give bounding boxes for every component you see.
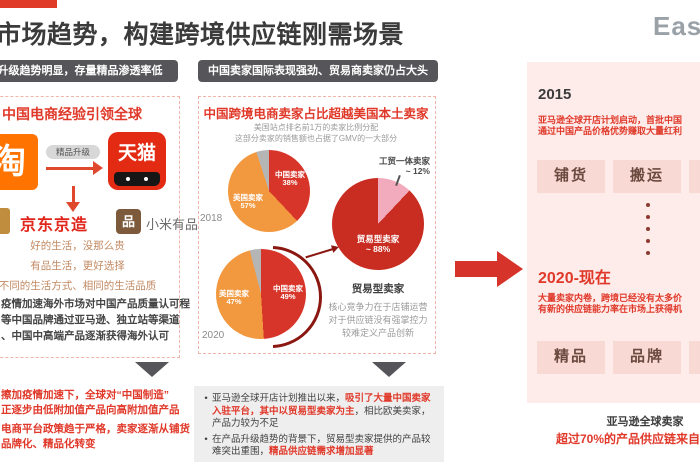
page-title: 市场趋势，构建跨境供应链刚需场景 [0,21,405,49]
pie-slice-label: 中国卖家 [275,170,305,179]
dotted-timeline-line [646,203,650,255]
col1-red-point: 擦加疫情加速下，全球对“中国制造” [1,389,169,401]
col2-banner: 中国卖家国际表现强劲、贸易商卖家仍占大头 [198,60,438,82]
pie-slice-value: 57% [240,201,256,210]
pie-outer-value: ~ 12% [405,166,430,176]
pie-slice-label: 美国卖家 [233,193,263,202]
tag-banyun: 搬运 [613,160,681,193]
timeline-para: 通过中国产品价格优势赚取大量红利 [538,126,683,136]
timeline-year-2020: 2020-现在 [538,270,611,287]
timeline-para: 大量卖家内卷，跨境已经没有太多价 [538,293,683,303]
upgrade-pill-label: 精品升级 [46,145,100,159]
col2-subtitle: 这部分卖家的销售额也占据了GMV的一大部分 [234,134,398,143]
big-arrow-head-icon [497,251,523,287]
col1-title: 中国电商经验引领全球 [2,106,142,122]
xiaomi-youpin-label: 小米有品 [146,217,199,232]
pie-2018 [228,150,310,232]
pie-slice-value: 49% [280,292,296,301]
timeline-para: 有新的供应链能力率在市场上获得机 [538,304,683,314]
tmall-logo-icon: 天猫 [108,132,166,190]
summary-bullet: • 亚马逊全球开店计划推出以来，吸引了大量中国卖家入驻平台，其中以贸易型卖家为主… [200,393,436,431]
right-arrow-head-icon [93,161,103,175]
big-arrow-icon [455,261,497,277]
timeline-footer-highlight: 超过70%的产品供应链来自 [556,432,700,446]
summary-bullet-text: 亚马逊全球开店计划推出以来，吸引了大量中国卖家入驻平台，其中以贸易型卖家为主，相… [212,393,431,429]
accent-bar [0,0,57,8]
down-arrow-icon [72,186,75,203]
taobao-logo-icon: 淘 [0,134,38,190]
tmall-cat-eye-icon [126,177,130,181]
pie-seller-type [332,178,424,270]
slogan-line: 有品生活，更好选择 [30,260,125,272]
col1-red-point: 正逐步由低附加值产品向高附加值产品 [1,404,180,416]
down-triangle-icon [372,362,406,377]
pie-slice-label: 美国卖家 [219,289,249,298]
col2-subtitle: 美国站点排名前1万的卖家比例分配 [253,123,379,132]
trade-note: 对于供应链没有强掌控力 [328,315,428,325]
tag-clipped [689,341,700,374]
tag-clipped [689,160,700,193]
pie-outer-label: 工贸一体卖家 [378,156,430,166]
tmall-cat-face-icon [114,172,160,186]
pie-year-label: 2020 [202,330,225,341]
slogan-line: 好的生活，没那么贵 [30,240,125,252]
tmall-cat-eye-icon [144,177,148,181]
trade-seller-label: 贸易型卖家 [351,283,405,295]
timeline-footer-title: 亚马逊全球卖家 [606,416,684,428]
xiaomi-youpin-icon: 品 [116,209,141,234]
col1-point: 等中国品牌通过亚马逊、独立站等渠道 [1,314,180,326]
slogan-line: 不同的生活方式、相同的生活品质 [0,280,157,292]
pie-2020 [216,249,306,339]
col2-summary-panel: • 亚马逊全球开店计划推出以来，吸引了大量中国卖家入驻平台，其中以贸易型卖家为主… [194,386,444,462]
tag-puhuo: 铺货 [537,160,605,193]
pie-slice-value: 47% [226,297,242,306]
timeline-para: 亚马逊全球开店计划启动，首批中国 [538,115,683,125]
tag-jingpin: 精品 [537,341,605,374]
pie-inner-label: 贸易型卖家 [356,234,400,244]
right-arrow-icon [46,167,94,170]
summary-bullet: • 在产品升级趋势的背景下，贸易型卖家提供的产品较难突出重围，精品供应链需求增加… [200,434,436,459]
pie-inner-value: ~ 88% [365,244,391,254]
pie-slice-value: 38% [282,178,298,187]
down-arrow-head-icon [66,202,80,212]
col2-title: 中国跨境电商卖家占比超越美国本土卖家 [203,107,429,121]
col1-red-point: 电商平台政策趋于严格，卖家逐渐从铺货 [1,423,190,435]
trade-note: 核心竞争力在于店铺运营 [328,302,428,312]
col1-red-point: 品牌化、精品化转变 [1,438,96,450]
col1-point: 疫情加速海外市场对中国产品质量认可程 [1,298,190,310]
jd-jingzao-logo: 京东京造 [20,217,89,234]
pie-year-label: 2018 [200,213,223,224]
bullet-dot-icon: • [204,433,208,445]
summary-bullet-text: 在产品升级趋势的背景下，贸易型卖家提供的产品较难突出重围，精品供应链需求增加显著 [212,433,431,458]
pie-slice-label: 中国卖家 [273,284,303,293]
col1-point: 、中国中高端产品逐渐获得海外认可 [1,330,169,342]
timeline-year-2015: 2015 [538,86,572,103]
trade-note: 较难定义产品创新 [341,328,414,338]
down-triangle-icon [135,362,169,377]
col1-banner: 消费升级趋势明显，存量精品渗透率低 [0,60,178,82]
partial-logo-icon [0,208,10,234]
tag-pinpai: 品牌 [613,341,681,374]
bullet-dot-icon: • [204,393,208,404]
tmall-logo-text: 天猫 [117,143,156,164]
brand-logo: Eas [653,11,700,41]
